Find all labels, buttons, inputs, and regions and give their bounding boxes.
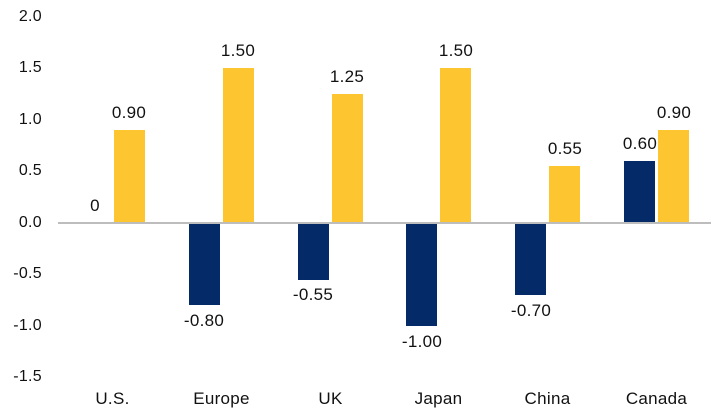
bar-china-gold-series [549,166,580,223]
bar-china-navy-series [515,223,546,295]
bar-us-gold-series [114,130,145,223]
bar-canada-navy-series [624,161,655,223]
bar-europe-gold-series [223,68,254,222]
value-label: 0 [90,196,100,215]
bar-uk-gold-series [332,94,363,223]
y-tick-label: 1.5 [18,59,42,76]
category-label: Europe [193,389,250,408]
y-tick-label: -0.5 [13,265,42,282]
x-axis-line [58,222,711,224]
value-label: 0.55 [547,139,583,158]
y-tick-label: 0.0 [18,214,42,231]
value-label: 1.25 [329,67,365,86]
value-label: -0.80 [183,311,225,330]
bar-japan-gold-series [440,68,471,222]
category-label: Japan [414,389,463,408]
category-label: UK [318,389,343,408]
bar-europe-navy-series [189,223,220,305]
value-label: -0.70 [510,301,552,320]
value-label: 1.50 [438,41,474,60]
category-label: Canada [625,389,688,408]
y-tick-label: 2.0 [18,8,42,25]
bar-japan-navy-series [406,223,437,326]
y-tick-label: -1.0 [13,317,42,334]
y-tick-label: 1.0 [18,111,42,128]
bar-canada-gold-series [658,130,689,223]
y-tick-label: 0.5 [18,162,42,179]
category-label: U.S. [95,389,130,408]
category-label: China [524,389,571,408]
value-label: -0.55 [292,285,334,304]
y-tick-label: -1.5 [13,368,42,385]
value-label: 0.90 [111,103,147,122]
value-label: 1.50 [220,41,256,60]
value-label: 0.60 [622,134,658,153]
bar-uk-navy-series [298,223,329,280]
value-label: -1.00 [401,332,443,351]
value-label: 0.90 [656,103,692,122]
